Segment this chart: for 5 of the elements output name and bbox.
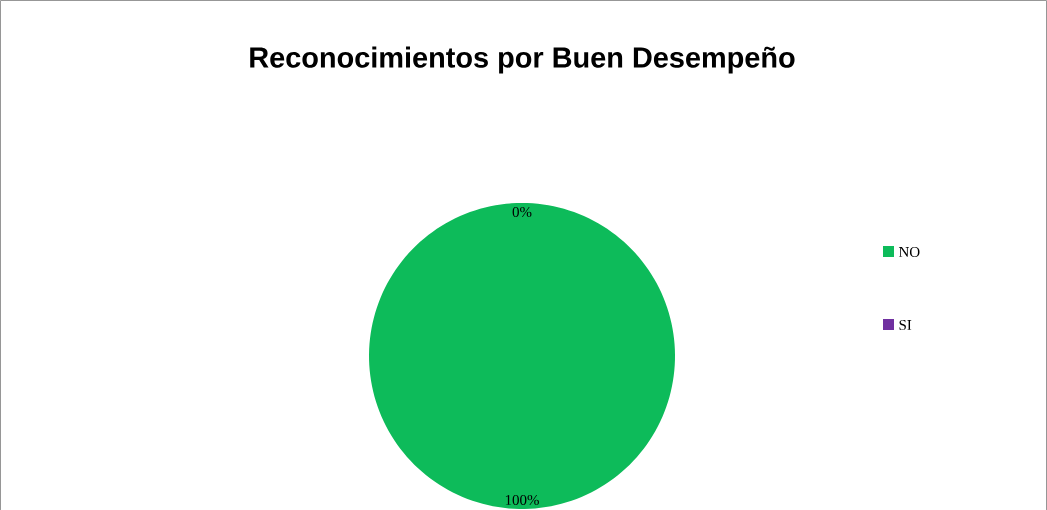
data-label: 100% — [505, 494, 539, 506]
legend-label: SI — [899, 319, 912, 330]
chart-title: Reconocimientos por Buen Desempeño — [250, 46, 795, 74]
legend-label: NO — [898, 246, 920, 257]
text: 0% — [512, 206, 532, 218]
